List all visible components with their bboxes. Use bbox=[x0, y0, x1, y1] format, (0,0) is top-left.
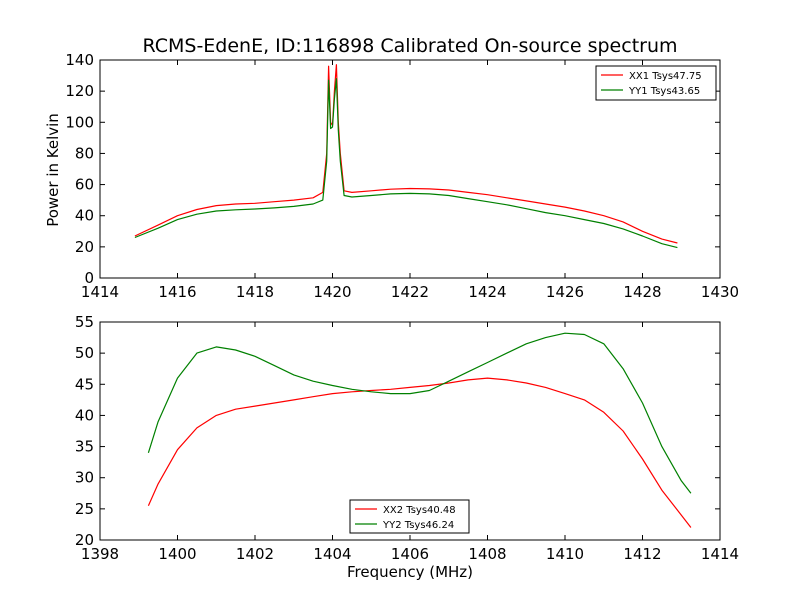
top-x-tick-label: 1414 bbox=[81, 283, 119, 301]
top-y-tick-label: 120 bbox=[65, 82, 94, 100]
top-legend: XX1 Tsys47.75 YY1 Tsys43.65 bbox=[595, 65, 717, 101]
top-x-tick-label: 1420 bbox=[313, 283, 351, 301]
bottom-x-tick-label: 1402 bbox=[236, 545, 274, 563]
top-y-axis-label: Power in Kelvin bbox=[44, 113, 62, 227]
top-x-tick-label: 1416 bbox=[158, 283, 196, 301]
bottom-y-tick-label: 35 bbox=[75, 438, 94, 456]
bottom-legend-label-2: YY2 Tsys46.24 bbox=[382, 520, 454, 531]
top-series-line-2 bbox=[134, 78, 678, 249]
bottom-spectrum-panel: 1398 1400 1402 1404 1406 1408 1410 1412 1414 20 25… bbox=[75, 313, 739, 563]
top-spectrum-panel: 1414 1416 1418 1420 1422 1424 1426 1428 1430 0 20 4… bbox=[65, 51, 739, 301]
bottom-x-tick-label: 1414 bbox=[701, 545, 739, 563]
top-y-tick-label: 0 bbox=[84, 269, 94, 287]
bottom-y-tick-label: 45 bbox=[75, 375, 94, 393]
bottom-x-tick-label: 1412 bbox=[623, 545, 661, 563]
top-x-tick-label: 1422 bbox=[391, 283, 429, 301]
bottom-x-tick-label: 1398 bbox=[81, 545, 119, 563]
bottom-y-tick-label: 40 bbox=[75, 406, 94, 424]
bottom-legend: XX2 Tsys40.48 YY2 Tsys46.24 bbox=[349, 499, 470, 534]
bottom-series-line-2 bbox=[147, 332, 692, 494]
top-x-tick-label: 1418 bbox=[236, 283, 274, 301]
top-y-tick-label: 140 bbox=[65, 51, 94, 69]
bottom-x-axis-label: Frequency (MHz) bbox=[347, 563, 473, 581]
top-x-tick-label: 1428 bbox=[623, 283, 661, 301]
bottom-y-tick-label: 20 bbox=[75, 531, 94, 549]
top-x-tick-label: 1424 bbox=[468, 283, 506, 301]
bottom-x-tick-label: 1404 bbox=[313, 545, 351, 563]
top-legend-box bbox=[595, 65, 717, 101]
bottom-x-tick-label: 1408 bbox=[468, 545, 506, 563]
bottom-x-tick-label: 1406 bbox=[391, 545, 429, 563]
top-x-tick-label: 1426 bbox=[546, 283, 584, 301]
top-legend-label-1: XX1 Tsys47.75 bbox=[629, 71, 702, 82]
bottom-y-tick-label: 55 bbox=[75, 313, 94, 331]
bottom-x-tick-label: 1400 bbox=[158, 545, 196, 563]
bottom-legend-box bbox=[349, 499, 470, 534]
bottom-y-tick-label: 25 bbox=[75, 500, 94, 518]
top-legend-label-2: YY1 Tsys43.65 bbox=[628, 86, 700, 97]
top-y-tick-label: 80 bbox=[75, 144, 94, 162]
top-series-line-1 bbox=[134, 64, 678, 244]
top-x-tick-label: 1430 bbox=[701, 283, 739, 301]
bottom-y-tick-label: 50 bbox=[75, 344, 94, 362]
top-y-tick-label: 60 bbox=[75, 176, 94, 194]
top-y-tick-label: 100 bbox=[65, 113, 94, 131]
top-y-tick-label: 40 bbox=[75, 207, 94, 225]
bottom-x-tick-label: 1410 bbox=[546, 545, 584, 563]
bottom-y-tick-label: 30 bbox=[75, 469, 94, 487]
top-y-tick-label: 20 bbox=[75, 238, 94, 256]
bottom-series-line-1 bbox=[147, 377, 692, 528]
bottom-legend-label-1: XX2 Tsys40.48 bbox=[383, 505, 456, 516]
chart-title: RCMS-EdenE, ID:116898 Calibrated On-sour… bbox=[142, 35, 677, 57]
